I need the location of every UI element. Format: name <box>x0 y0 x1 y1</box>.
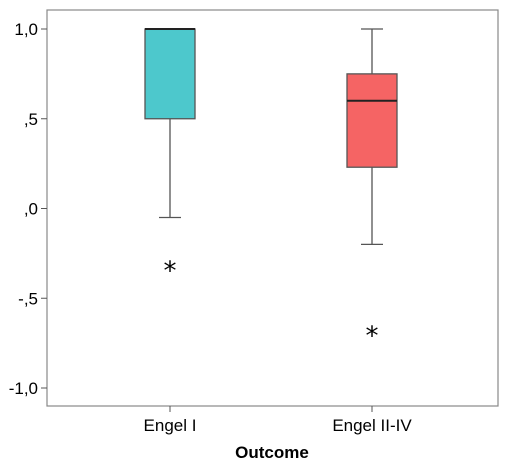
y-tick-label: -1,0 <box>9 379 38 398</box>
outlier-marker: * <box>366 321 379 351</box>
y-axis: 1,0 ,5 ,0 -,5 -1,0 <box>9 20 47 398</box>
boxes-layer: ** <box>144 28 398 351</box>
y-tick-label: 1,0 <box>14 20 38 39</box>
x-axis-title: Outcome <box>235 443 309 462</box>
y-tick-label: -,5 <box>18 289 38 308</box>
outlier-marker: * <box>164 257 177 287</box>
plot-frame <box>46 9 499 407</box>
box-engel-ii-iv: * <box>346 28 398 351</box>
y-tick-label: ,0 <box>24 200 38 219</box>
x-tick-label: Engel I <box>144 416 197 435</box>
iqr-box <box>144 28 196 120</box>
x-tick-label: Engel II-IV <box>332 416 412 435</box>
x-axis: Engel I Engel II-IV <box>144 406 412 435</box>
box-engel-i: * <box>144 28 196 287</box>
iqr-box <box>346 73 398 168</box>
y-tick-label: ,5 <box>24 110 38 129</box>
